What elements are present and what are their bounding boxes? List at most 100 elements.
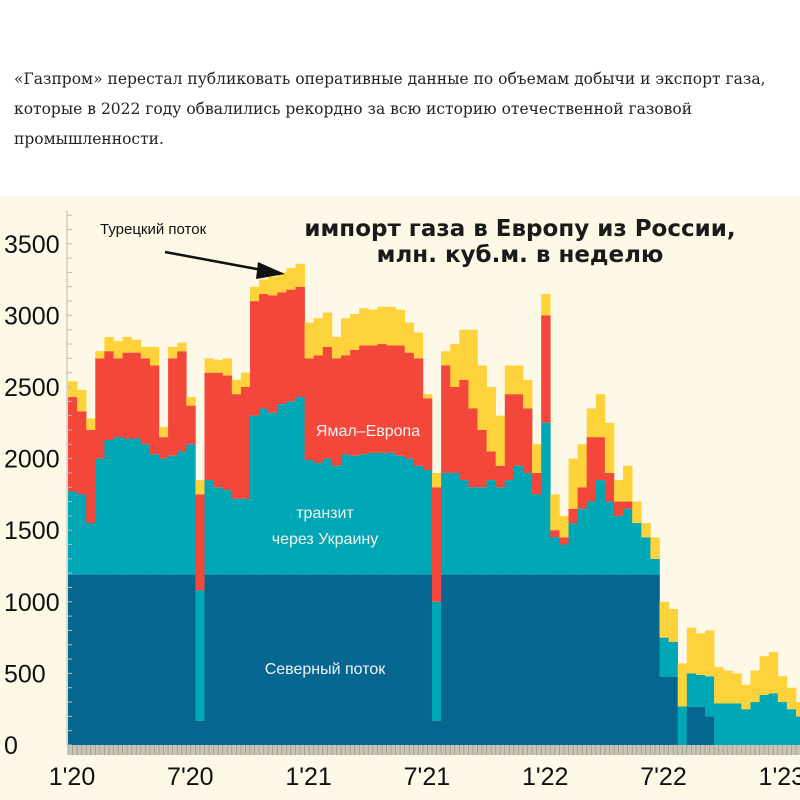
bar-segment-0-70 [705,716,715,745]
bar-segment-3-32 [359,308,369,346]
bar-segment-0-63 [641,574,651,745]
bar-segment-0-0 [68,574,78,745]
bar-segment-1-30 [341,454,351,575]
bar-segment-1-40 [432,601,442,721]
bar-segment-3-12 [177,342,187,352]
bar-segment-1-53 [550,537,560,575]
bar-segment-2-43 [459,379,469,481]
bar-segment-3-79 [786,687,797,710]
bar-segment-3-59 [604,422,615,473]
bar-segment-3-60 [614,480,624,502]
bar-segment-1-2 [86,523,96,575]
bar-segment-1-43 [459,480,469,575]
bar-segment-3-71 [714,666,724,704]
bar-segment-3-63 [641,523,651,538]
annotation-arrow-line [164,250,263,272]
bar-segment-0-56 [577,574,587,745]
bar-segment-3-28 [322,312,333,347]
bars [68,263,800,745]
bar-segment-1-10 [159,458,169,575]
bar-segment-2-2 [86,429,96,524]
chart-title-line2: млн. куб.м. в неделю [377,242,664,268]
bar-segment-3-5 [113,341,123,359]
bar-segment-2-0 [68,397,78,492]
bar-segment-1-41 [441,472,451,575]
bar-segment-1-52 [541,422,551,575]
bar-segment-2-52 [541,315,551,423]
bar-segment-2-6 [122,352,132,439]
bar-segment-1-9 [149,454,160,575]
bar-segment-2-17 [222,375,233,491]
bar-segment-0-37 [404,574,415,745]
bar-segment-3-17 [222,358,233,376]
bar-segment-2-30 [341,355,351,455]
bar-segment-3-70 [705,630,715,677]
bar-segment-2-19 [240,387,251,499]
bar-segment-0-61 [623,574,633,745]
bar-segment-3-13 [186,397,196,406]
bar-segment-1-68 [686,673,697,708]
bar-segment-3-48 [504,365,515,395]
bar-segment-2-38 [413,358,424,466]
bar-segment-1-6 [122,438,132,575]
bar-segment-3-10 [159,427,169,438]
y-tick-label: 1500 [4,517,60,545]
bar-segment-3-67 [677,663,688,707]
annotation-turkstream: Турецкий поток [100,221,207,238]
bar-segment-3-1 [77,389,87,412]
chart-title-line1: импорт газа в Европу из России, [304,216,735,242]
bar-segment-2-20 [250,301,260,416]
bar-segment-3-21 [259,279,269,294]
bar-segment-0-68 [686,707,697,745]
bar-segment-1-3 [95,458,105,575]
bar-segment-3-80 [796,702,800,717]
bar-segment-0-64 [650,574,660,745]
bar-segment-3-14 [195,480,205,495]
bar-segment-0-20 [250,574,260,745]
bar-segment-0-3 [95,574,105,745]
bar-segment-2-7 [131,352,142,439]
bar-segment-3-40 [432,472,442,488]
bar-segment-0-40 [432,720,442,745]
bar-segment-0-52 [541,574,551,745]
bar-segment-3-49 [513,365,524,395]
bar-segment-0-33 [368,574,378,745]
bar-segment-1-44 [468,487,478,575]
bar-segment-0-12 [177,574,187,745]
bar-segment-3-54 [559,515,569,538]
bar-segment-3-4 [104,336,114,352]
bar-segment-0-51 [532,574,542,745]
bar-segment-1-55 [568,523,578,575]
bar-segment-1-28 [322,458,333,575]
bar-segment-1-57 [586,501,597,575]
bar-segment-3-74 [741,684,751,710]
bar-segment-1-71 [714,703,724,745]
bar-segment-3-36 [395,309,405,346]
bar-segment-0-62 [632,574,642,745]
bar-segment-3-77 [768,651,779,694]
bar-segment-1-21 [259,408,269,575]
label-ukraine-1: транзит [296,505,354,522]
bar-segment-3-46 [486,387,496,452]
bar-segment-1-54 [559,544,569,575]
bar-segment-1-8 [140,444,151,575]
bar-segment-2-53 [550,530,560,538]
x-axis: 1'20 7'20 1'21 7'21 1'22 7'22 1'23 [49,745,800,791]
bar-segment-3-0 [68,381,78,398]
bar-segment-3-22 [268,276,278,296]
bar-segment-3-9 [149,346,160,366]
x-tick-label: 7'22 [640,763,686,791]
bar-segment-1-32 [359,454,369,575]
bar-segment-1-26 [304,460,314,575]
bar-segment-0-47 [495,574,506,745]
bar-segment-3-25 [295,263,305,287]
bar-segment-3-47 [495,415,506,466]
bar-segment-0-42 [450,574,460,745]
bar-segment-0-11 [168,574,178,745]
bar-segment-1-79 [786,709,797,745]
bar-segment-1-47 [495,487,506,575]
bar-segment-0-26 [304,574,314,745]
bar-segment-2-26 [304,358,314,461]
bar-segment-2-51 [532,472,542,495]
